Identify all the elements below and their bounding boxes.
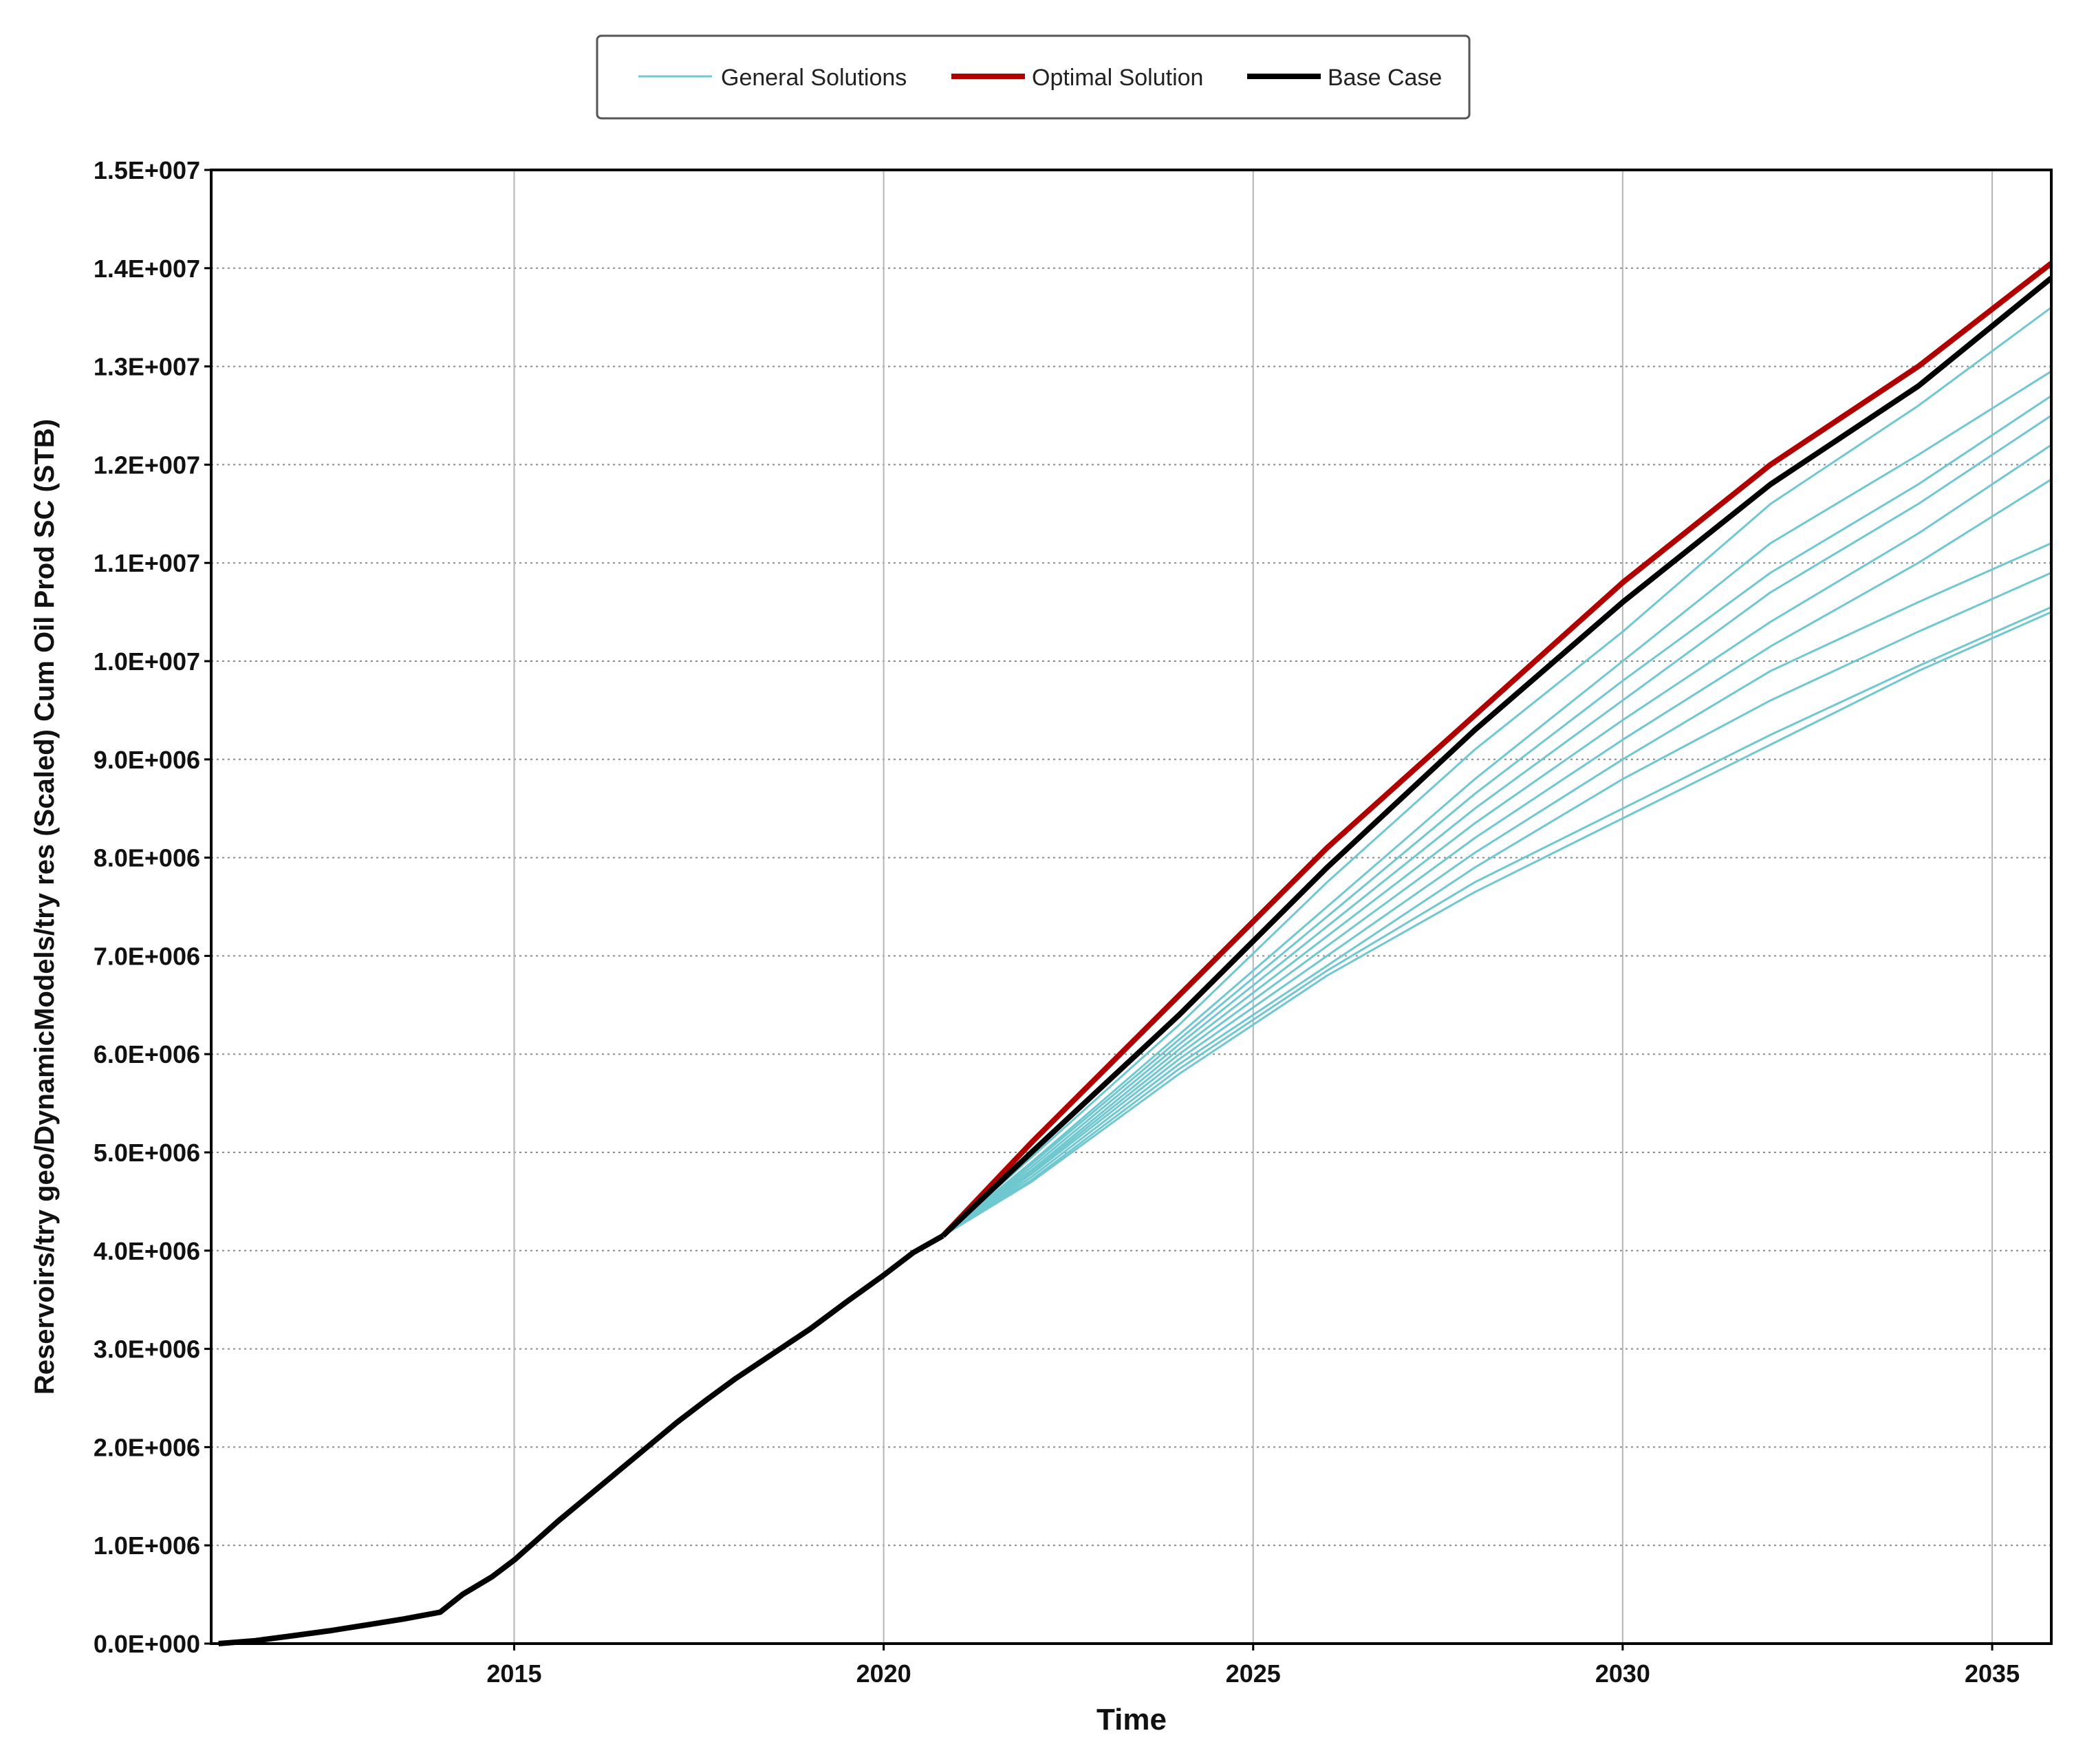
optimal-solution-line <box>940 261 2053 1238</box>
base-case-history-line <box>218 1233 944 1646</box>
general-solution-line-6 <box>942 478 2052 1237</box>
y-tick-label: 6.0E+006 <box>94 1040 200 1068</box>
series-layer <box>218 261 2053 1646</box>
base-case-forecast-line <box>940 275 2053 1238</box>
y-tick-label: 5.0E+006 <box>94 1139 200 1167</box>
x-axis-title: Time <box>1096 1703 1167 1736</box>
y-tick-label: 1.4E+007 <box>94 255 200 283</box>
general-solution-line-8 <box>942 572 2052 1237</box>
y-tick-label: 1.0E+006 <box>94 1531 200 1560</box>
y-tick-label: 2.0E+006 <box>94 1433 200 1461</box>
plot-area <box>211 170 2051 1644</box>
y-axis-title: Reservoirs/try geo/DynamicModels/try res… <box>30 419 60 1395</box>
y-tick-label: 3.0E+006 <box>94 1335 200 1364</box>
legend: General Solutions Optimal Solution Base … <box>596 34 1471 120</box>
general-solution-line-3 <box>942 395 2052 1237</box>
general-solution-line-9 <box>942 606 2052 1237</box>
plot-frame <box>210 169 2053 1645</box>
general-solution-line-5 <box>942 444 2052 1237</box>
y-tick-label: 4.0E+006 <box>94 1237 200 1265</box>
general-solution-line-7 <box>942 542 2052 1237</box>
x-tick-label: 2025 <box>1226 1659 1281 1688</box>
y-tick-label: 8.0E+006 <box>94 844 200 872</box>
y-tick-label: 1.2E+007 <box>94 451 200 479</box>
tick-labels: 0.0E+000 1.0E+006 2.0E+006 3.0E+006 4.0E+006… <box>94 156 2020 1688</box>
general-solution-line-1 <box>942 306 2052 1237</box>
legend-label-general-solutions: General Solutions <box>721 65 907 91</box>
general-solution-line-4 <box>942 414 2052 1237</box>
legend-label-base-case: Base Case <box>1328 65 1442 91</box>
y-tick-label: 1.5E+007 <box>94 156 200 184</box>
legend-box <box>596 34 1471 120</box>
y-tick-label: 1.1E+007 <box>94 549 200 577</box>
legend-label-optimal-solution: Optimal Solution <box>1032 65 1203 91</box>
y-tick-label: 0.0E+000 <box>94 1630 200 1658</box>
y-tick-label: 7.0E+006 <box>94 942 200 970</box>
y-tick-label: 9.0E+006 <box>94 746 200 774</box>
x-tick-label: 2030 <box>1595 1659 1650 1688</box>
x-tick-label: 2035 <box>1965 1659 2020 1688</box>
general-solution-line-10 <box>942 611 2052 1237</box>
general-solution-line-2 <box>942 370 2052 1237</box>
y-tick-label: 1.0E+007 <box>94 647 200 676</box>
gridlines <box>211 170 2051 1644</box>
x-tick-label: 2020 <box>856 1659 911 1688</box>
y-tick-label: 1.3E+007 <box>94 353 200 381</box>
x-tick-label: 2015 <box>486 1659 541 1688</box>
